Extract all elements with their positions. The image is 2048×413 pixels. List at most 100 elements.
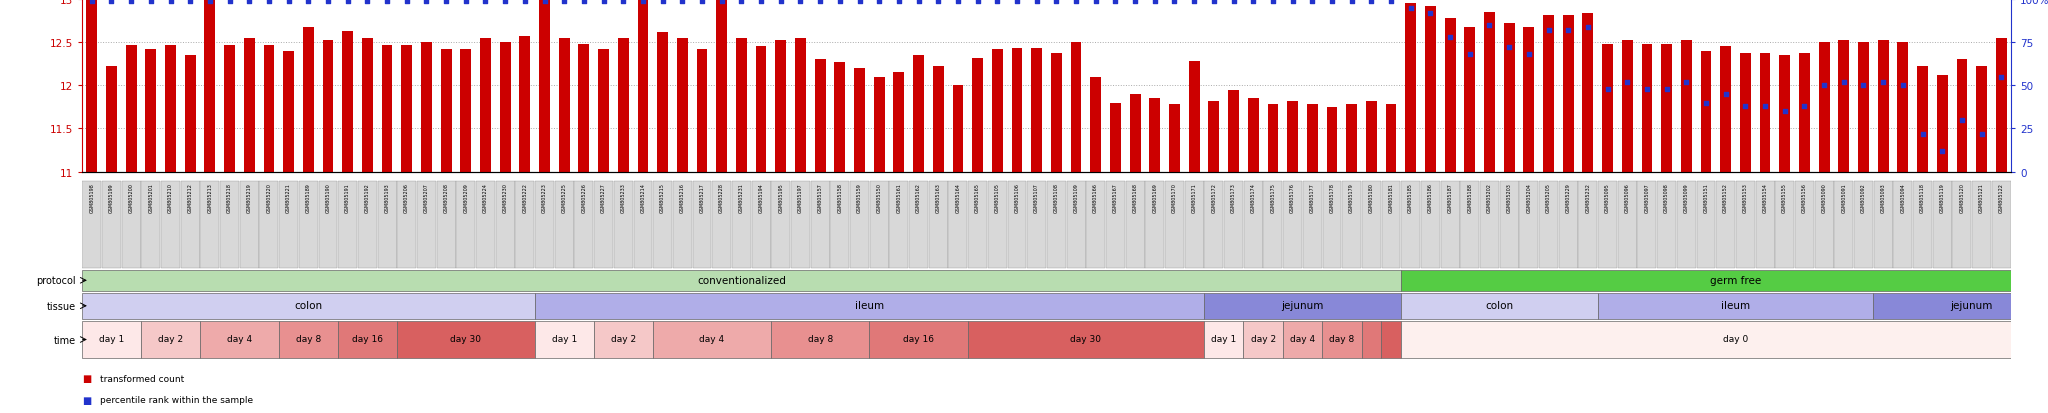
Bar [909, 181, 928, 268]
Bar [674, 181, 692, 268]
Text: GSM805181: GSM805181 [1389, 183, 1393, 213]
Text: GSM805119: GSM805119 [1939, 183, 1946, 213]
Point [764, 0, 797, 5]
Bar [633, 181, 653, 268]
Bar [1362, 322, 1380, 358]
Bar [991, 50, 1004, 172]
Text: GSM805163: GSM805163 [936, 183, 940, 213]
Bar [1090, 78, 1102, 172]
Bar [397, 181, 416, 268]
Point [1276, 0, 1309, 5]
Bar [1661, 45, 1671, 172]
Point [1454, 52, 1487, 58]
Bar [594, 322, 653, 358]
Bar [1839, 41, 1849, 172]
Bar [1520, 181, 1538, 268]
Bar [1972, 181, 1991, 268]
Point [1788, 104, 1821, 110]
Point [1847, 83, 1880, 89]
Bar [1874, 293, 2048, 319]
Text: GSM805093: GSM805093 [1880, 183, 1886, 213]
Text: GSM805185: GSM805185 [1409, 183, 1413, 213]
Bar [1933, 181, 1952, 268]
Bar [1130, 95, 1141, 172]
Text: colon: colon [295, 301, 322, 311]
Text: GSM805168: GSM805168 [1133, 183, 1137, 213]
Point [1395, 5, 1427, 12]
Text: ■: ■ [82, 394, 92, 405]
Text: jejunum: jejunum [1950, 301, 1993, 311]
Bar [1741, 53, 1751, 172]
Text: GSM805171: GSM805171 [1192, 183, 1196, 213]
Point [1868, 79, 1901, 86]
Bar [657, 33, 668, 172]
Bar [82, 293, 535, 319]
Text: GSM805186: GSM805186 [1427, 183, 1434, 213]
Text: day 30: day 30 [451, 335, 481, 343]
Bar [1696, 181, 1716, 268]
Bar [1110, 103, 1120, 172]
Bar [141, 181, 160, 268]
Point [193, 0, 225, 5]
Bar [1204, 293, 1401, 319]
Bar [82, 322, 141, 358]
Text: GSM805153: GSM805153 [1743, 183, 1747, 213]
Point [1079, 0, 1112, 5]
Text: GSM805200: GSM805200 [129, 183, 133, 213]
Text: GSM805172: GSM805172 [1210, 183, 1217, 213]
Text: day 8: day 8 [295, 335, 322, 343]
Point [1059, 0, 1092, 5]
Bar [1243, 181, 1264, 268]
Bar [1382, 181, 1401, 268]
Point [1356, 0, 1389, 5]
Point [1907, 131, 1939, 138]
Point [1532, 28, 1565, 34]
Bar [1243, 322, 1282, 358]
Text: protocol: protocol [37, 275, 76, 286]
Point [1118, 0, 1151, 5]
Bar [1401, 270, 2048, 291]
Point [567, 0, 600, 5]
Text: day 30: day 30 [1071, 335, 1102, 343]
Bar [397, 322, 535, 358]
Bar [559, 39, 569, 172]
Bar [260, 181, 279, 268]
Bar [1913, 181, 1931, 268]
Text: GSM805203: GSM805203 [1507, 183, 1511, 213]
Bar [1937, 76, 1948, 172]
Bar [594, 181, 612, 268]
Text: GSM805166: GSM805166 [1094, 183, 1098, 213]
Point [430, 0, 463, 5]
Text: GSM805223: GSM805223 [543, 183, 547, 213]
Text: germ free: germ free [1710, 275, 1761, 285]
Bar [1307, 105, 1317, 172]
Text: GSM805176: GSM805176 [1290, 183, 1294, 213]
Point [1040, 0, 1073, 5]
Bar [874, 78, 885, 172]
Bar [279, 181, 299, 268]
Point [627, 0, 659, 5]
Point [1651, 86, 1683, 93]
Bar [475, 181, 496, 268]
Text: colon: colon [1485, 301, 1513, 311]
Bar [1538, 181, 1559, 268]
Point [1690, 100, 1722, 107]
Point [1630, 86, 1663, 93]
Text: GSM805092: GSM805092 [1862, 183, 1866, 213]
Bar [436, 181, 455, 268]
Text: GSM805091: GSM805091 [1841, 183, 1847, 213]
Bar [1481, 181, 1499, 268]
Bar [1716, 181, 1735, 268]
Point [391, 0, 424, 5]
Point [981, 0, 1014, 5]
Text: GSM805174: GSM805174 [1251, 183, 1255, 213]
Bar [1440, 181, 1460, 268]
Text: GSM805122: GSM805122 [1999, 183, 2003, 213]
Bar [299, 181, 317, 268]
Bar [1638, 181, 1657, 268]
Point [252, 0, 285, 5]
Bar [535, 181, 555, 268]
Text: GSM805198: GSM805198 [90, 183, 94, 213]
Bar [1346, 105, 1358, 172]
Point [903, 0, 936, 5]
